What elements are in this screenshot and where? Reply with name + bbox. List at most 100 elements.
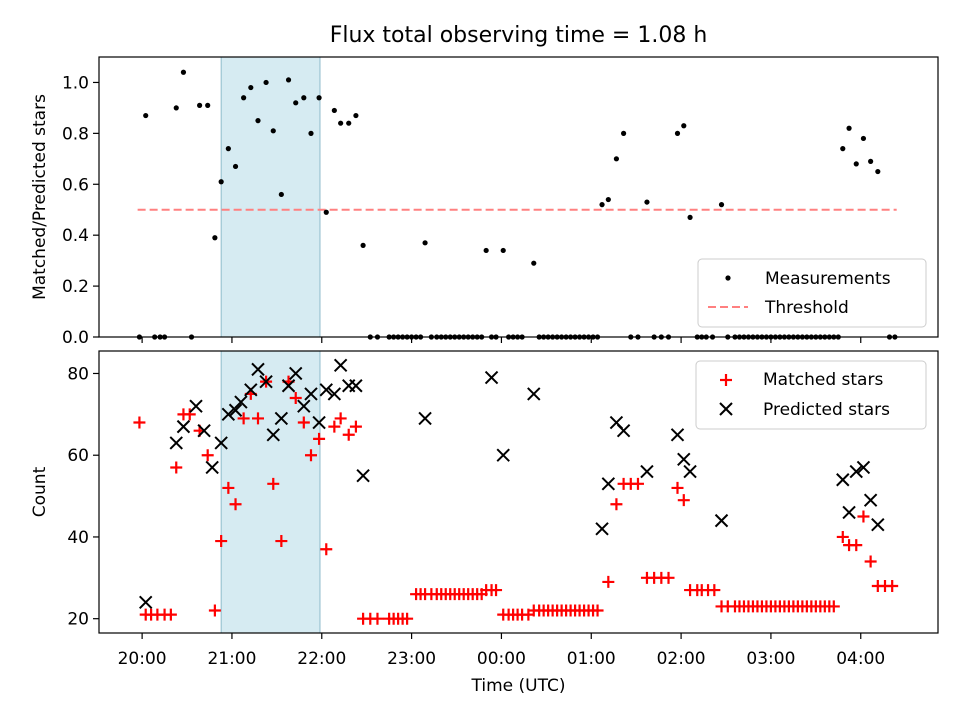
matched-star-point	[836, 530, 849, 543]
predicted-star-point	[677, 452, 691, 467]
predicted-star-point	[871, 517, 885, 532]
matched-star-point	[215, 535, 228, 548]
measurement-point	[232, 163, 239, 170]
y-tick-label: 40	[67, 528, 89, 548]
y-tick-label: 1.0	[62, 73, 89, 93]
predicted-star-point	[356, 468, 370, 483]
measurement-point	[338, 120, 344, 126]
predicted-star-point	[319, 383, 333, 397]
predicted-star-point	[197, 423, 211, 438]
legend-label-predicted: Predicted stars	[763, 400, 890, 420]
measurement-point	[840, 146, 846, 152]
predicted-star-point	[595, 522, 609, 536]
legend-label-threshold: Threshold	[764, 298, 849, 318]
matched-star-point	[671, 481, 684, 494]
count-legend-box	[695, 360, 927, 430]
ratio-panel: 0.0 0.2 0.4 0.6 0.8 1.0 Matched/Predicted sta…	[30, 56, 939, 348]
legend-marker-matched	[720, 374, 732, 386]
matched-star-point	[864, 555, 877, 568]
x-tick-label: 21:00	[207, 649, 256, 669]
predicted-star-point	[527, 387, 541, 401]
ratio-y-ticks: 0.0 0.2 0.4 0.6 0.8 1.0	[62, 73, 99, 348]
predicted-star-point	[836, 473, 850, 487]
predicted-star-point	[139, 595, 153, 610]
predicted-star-point	[289, 366, 303, 381]
measurement-point	[531, 260, 537, 266]
measurement-point	[875, 168, 881, 175]
matched-star-point	[610, 498, 623, 511]
ratio-x-ticks	[141, 337, 862, 343]
y-tick-label: 80	[67, 364, 89, 384]
predicted-star-point	[251, 362, 265, 377]
matched-star-point	[850, 539, 863, 552]
measurement-point	[860, 135, 867, 142]
measurement-point	[255, 118, 261, 124]
matched-star-point	[222, 481, 235, 494]
matched-star-point	[349, 420, 362, 433]
matched-star-point	[602, 575, 615, 588]
x-tick-label: 22:00	[297, 649, 346, 669]
measurement-point	[846, 125, 852, 131]
count-x-ticks: 20:00 21:00 22:00 23:00 00:00 01:00 02:00 03:00…	[118, 633, 885, 669]
y-tick-label: 0.8	[62, 124, 89, 144]
count-axes-frame	[98, 350, 939, 634]
measurement-point	[212, 235, 218, 241]
predicted-star-point	[234, 395, 248, 409]
y-tick-label: 0.4	[62, 226, 89, 246]
matched-star-point	[183, 408, 196, 421]
measurement-point	[308, 130, 314, 136]
predicted-star-point	[327, 387, 342, 401]
predicted-star-point	[228, 403, 243, 417]
count-legend: Matched stars Predicted stars	[695, 360, 927, 430]
matched-star-point	[827, 600, 840, 613]
legend-label-measurements: Measurements	[765, 269, 891, 289]
measurement-point	[218, 179, 224, 185]
measurement-point	[180, 69, 187, 75]
measurement-point	[644, 199, 650, 205]
measurement-point	[173, 105, 179, 111]
predicted-star-point	[496, 448, 510, 462]
measurement-point	[346, 120, 352, 126]
x-axis-label: Time (UTC)	[471, 676, 566, 696]
y-tick-label: 0.0	[62, 328, 89, 348]
y-tick-label: 60	[67, 446, 89, 466]
measurement-point	[674, 130, 681, 136]
measurement-point	[316, 95, 322, 101]
predicted-star-point	[169, 436, 183, 450]
matched-star-point	[662, 571, 675, 584]
measurement-point	[301, 95, 307, 101]
measurement-point	[353, 112, 359, 119]
measurement-point	[718, 202, 725, 208]
x-tick-label: 00:00	[477, 649, 526, 669]
x-tick-label: 20:00	[118, 649, 167, 669]
measurement-point	[868, 158, 874, 164]
measurement-point	[613, 156, 620, 162]
predicted-star-point	[842, 505, 856, 520]
matched-star-point	[208, 604, 221, 617]
y-tick-label: 0.2	[62, 277, 89, 297]
matched-star-point	[328, 420, 341, 433]
predicted-star-point	[849, 464, 863, 479]
predicted-star-point	[221, 407, 236, 422]
measurement-point	[853, 161, 859, 167]
predicted-star-point	[349, 379, 363, 393]
matched-star-point	[164, 608, 177, 621]
matched-star-point	[170, 461, 183, 474]
matched-star-point	[857, 510, 870, 523]
matched-star-point	[708, 584, 721, 597]
predicted-star-point	[266, 428, 280, 442]
matched-star-point	[275, 535, 288, 548]
measurement-point	[681, 123, 687, 129]
matched-star-point	[229, 498, 242, 511]
y-tick-label: 20	[67, 610, 89, 630]
chart-title: Flux total observing time = 1.08 h	[330, 23, 708, 48]
matched-star-point	[677, 494, 690, 507]
predicted-star-point	[714, 513, 729, 528]
matched-stars-points	[133, 375, 899, 625]
legend-marker-measurements	[725, 275, 731, 281]
measurement-point	[483, 247, 489, 254]
matched-star-point	[490, 584, 503, 597]
measurement-point	[205, 102, 211, 108]
predicted-star-point	[281, 379, 296, 393]
